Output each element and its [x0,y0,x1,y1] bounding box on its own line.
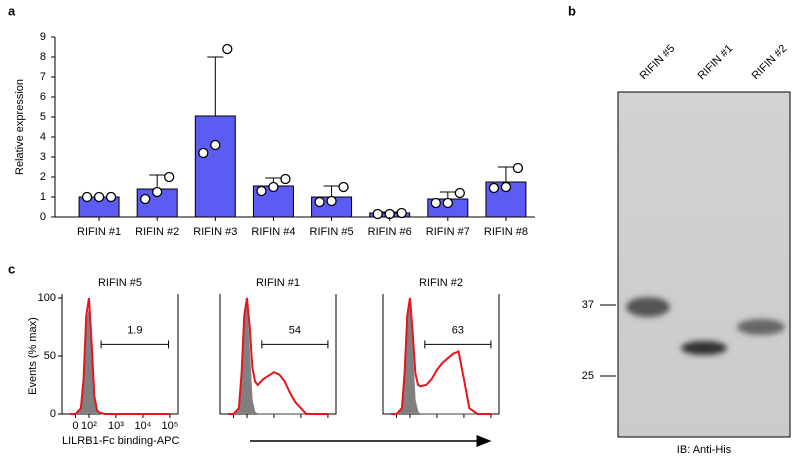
band [681,341,727,355]
data-point [430,197,441,209]
data-point [81,191,93,203]
marker-label: 25 [582,370,594,382]
bar [194,115,236,218]
data-point [454,187,465,199]
sample-line [70,297,170,415]
x-tick-label: 10³ [108,420,124,432]
data-point [372,208,383,220]
data-point [338,181,349,193]
data-point [152,186,163,198]
panel-frame [382,294,500,415]
y-tick-label: 8 [40,51,46,63]
gate-value: 63 [452,324,464,336]
y-tick-label: 1 [40,191,46,203]
y-tick-label: 6 [40,91,46,103]
band [626,297,670,317]
gate-value: 1.9 [127,324,142,336]
panel-label: c [8,261,15,276]
data-point [488,182,500,194]
data-point [164,171,175,183]
data-point [256,185,267,197]
x-tick-label: RIFIN #5 [310,226,354,238]
data-point [326,195,337,207]
x-tick-label: RIFIN #3 [193,226,237,238]
x-tick-label: RIFIN #8 [484,226,528,238]
x-tick-label: 10⁵ [162,420,179,432]
x-tick-label: 0 [72,420,78,432]
x-tick-label: RIFIN #6 [368,226,412,238]
panel-label: a [8,3,16,18]
data-point [198,147,209,159]
sample-line [228,297,328,415]
data-point [512,162,524,174]
y-tick-label: 4 [40,131,46,143]
lane-label: RIFIN #1 [696,43,736,83]
band [737,319,785,335]
panel-frame [219,294,337,415]
data-point [268,181,279,193]
marker-label: 37 [582,299,594,311]
x-tick-label: RIFIN #4 [251,226,295,238]
y-tick-label: 50 [44,350,56,362]
x-axis-label: IB: Anti-His [677,444,732,456]
y-tick-label: 5 [40,111,46,123]
data-point [280,173,291,185]
panel-title: RIFIN #2 [419,277,463,289]
y-tick-label: 3 [40,151,46,163]
panel-label: b [568,3,576,18]
y-tick-label: 0 [40,211,46,223]
y-axis-label: Events (% max) [27,317,39,395]
x-tick-label: RIFIN #7 [426,226,470,238]
data-point [210,139,221,151]
data-point [442,197,453,209]
x-tick-label: RIFIN #1 [77,226,121,238]
sample-line [391,297,491,415]
x-tick-label: RIFIN #2 [135,226,179,238]
lane-label: RIFIN #2 [750,43,790,83]
x-axis-label: LILRB1-Fc binding-APC [62,435,179,447]
data-point [500,181,512,193]
data-point [314,196,325,208]
panel-title: RIFIN #1 [256,277,300,289]
y-tick-label: 7 [40,71,46,83]
data-point [222,43,233,55]
panel-frame [61,294,179,415]
gate-value: 54 [289,324,301,336]
panel-title: RIFIN #5 [98,277,142,289]
y-tick-label: 2 [40,171,46,183]
y-tick-label: 9 [40,31,46,43]
blot-membrane [617,91,791,438]
x-tick-label: 10⁴ [134,420,151,432]
y-tick-label: 0 [50,408,56,420]
lane-label: RIFIN #5 [638,43,678,83]
data-point [105,191,117,203]
x-tick-label: 10² [81,420,97,432]
y-tick-label: 100 [38,292,56,304]
y-axis-label: Relative expression [14,79,26,175]
data-point [140,193,151,205]
blot-bands [626,297,785,355]
data-point [396,207,407,219]
data-point [93,191,105,203]
